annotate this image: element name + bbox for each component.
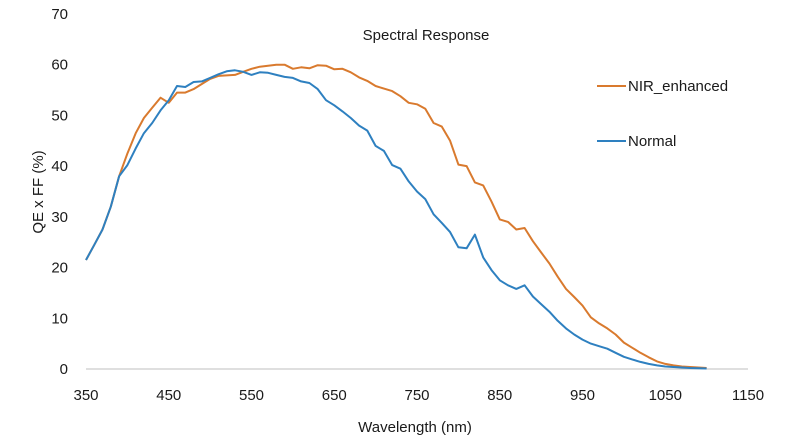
x-tick-label: 850 [487,387,512,404]
y-axis-title: QE x FF (%) [30,150,47,233]
y-tick-label: 0 [60,361,68,378]
x-tick-label: 550 [239,387,264,404]
y-tick-label: 30 [51,209,68,226]
x-tick-label: 650 [322,387,347,404]
x-tick-label: 750 [404,387,429,404]
y-tick-label: 10 [51,310,68,327]
x-tick-label: 450 [156,387,181,404]
x-axis-ticks: 350 450 550 650 750 850 950 1050 1150 [73,387,764,404]
x-tick-label: 350 [73,387,98,404]
x-tick-label: 1050 [649,387,682,404]
series-line-nir-enhanced [85,63,707,369]
x-tick-label: 1150 [732,387,764,404]
legend-label: Normal [628,133,676,150]
chart-title: Spectral Response [363,27,490,44]
series-line-normal [85,69,707,370]
y-tick-label: 20 [51,260,68,277]
series-layer [85,63,707,370]
y-tick-label: 70 [51,6,68,23]
plot-area [85,63,748,370]
x-tick-label: 950 [570,387,595,404]
x-axis-title: Wavelength (nm) [358,419,472,436]
legend: NIR_enhanced Normal [597,78,728,150]
y-axis-ticks: 0 10 20 30 40 50 60 70 [51,6,68,378]
y-tick-label: 50 [51,107,68,124]
y-tick-label: 40 [51,158,68,175]
y-tick-label: 60 [51,57,68,74]
legend-label: NIR_enhanced [628,78,728,95]
